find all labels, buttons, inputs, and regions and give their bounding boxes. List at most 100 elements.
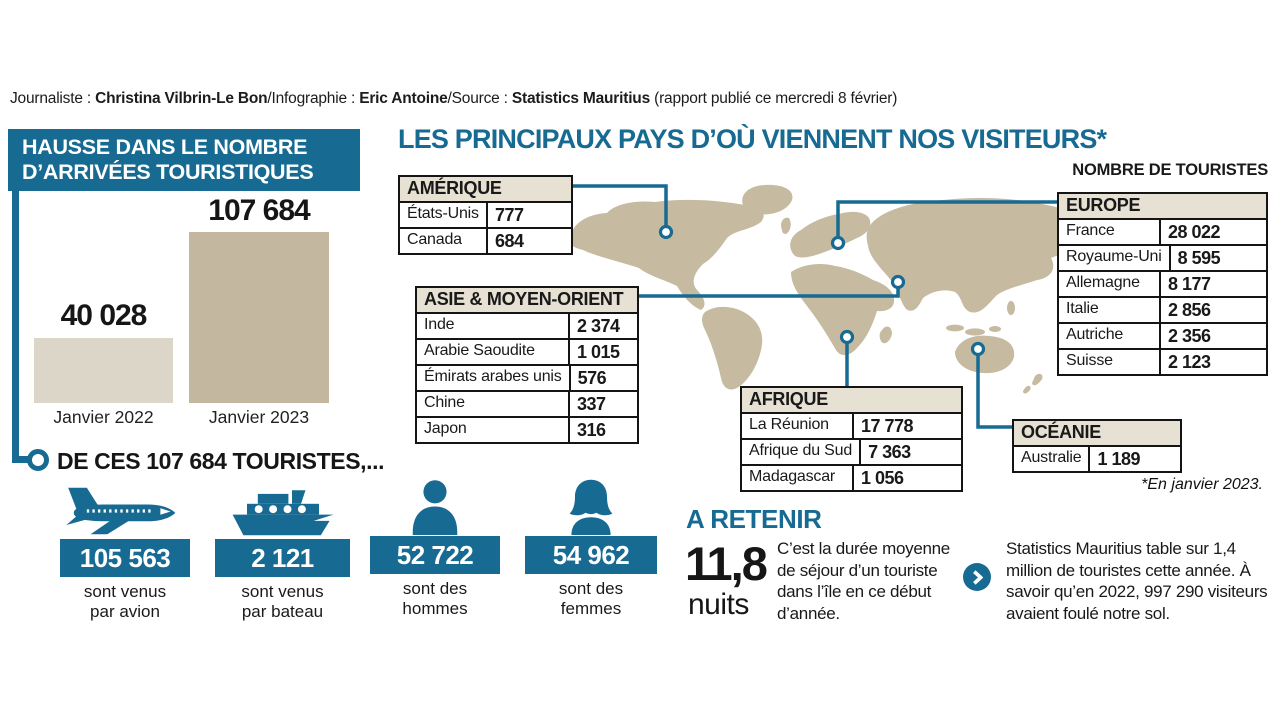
table-europe-header: EUROPE [1059, 194, 1266, 220]
country-value: 1 056 [861, 468, 904, 488]
table-row: Canada 684 [400, 229, 571, 253]
stat-label-men: sont des hommes [370, 579, 500, 618]
chevron-right-icon [963, 563, 991, 591]
main-title: LES PRINCIPAUX PAYS D’OÙ VIENNENT NOS VI… [398, 124, 1107, 154]
stat-label-line1: sont des [402, 579, 468, 598]
connector-end-circle [27, 449, 49, 471]
table-row: Arabie Saoudite 1 015 [417, 340, 637, 366]
country-value: 1 015 [577, 342, 620, 362]
table-asie-header: ASIE & MOYEN-ORIENT [417, 288, 637, 314]
table-amerique-header: AMÉRIQUE [400, 177, 571, 203]
continents [569, 184, 1090, 394]
bar-value-2023: 107 684 [208, 194, 310, 227]
stat-label-line2: par bateau [241, 601, 324, 621]
man-icon [370, 479, 500, 535]
retenir-text-left: C’est la durée moyenne de séjour d’un to… [777, 539, 950, 623]
landmass-uk [781, 217, 791, 234]
table-row: La Réunion 17 778 [742, 414, 961, 440]
table-europe: EUROPE France 28 022 Royaume-Uni 8 595 A… [1057, 192, 1268, 376]
table-oceanie: OCÉANIE Australie 1 189 [1012, 419, 1182, 473]
country-value: 2 856 [1168, 300, 1211, 320]
left-chart-title: HAUSSE DANS LE NOMBRE D’ARRIVÉES TOURIST… [8, 129, 360, 191]
country-name: France [1059, 220, 1161, 244]
country-value: 8 177 [1168, 274, 1211, 294]
country-value: 2 123 [1168, 352, 1211, 372]
map-pin-circle-oceanie [970, 341, 986, 357]
country-name: Autriche [1059, 324, 1161, 348]
landmass-asia [866, 197, 1090, 313]
landmass-new-zealand [1032, 373, 1043, 386]
footnote: *En janvier 2023. [1141, 476, 1263, 493]
map-markers [658, 224, 986, 357]
connector-europe [836, 200, 1057, 237]
country-name: Arabie Saoudite [417, 340, 570, 364]
retenir-stat-unit: nuits [688, 588, 749, 621]
stat-label-women: sont des femmes [525, 579, 657, 618]
stat-value-sea: 2 121 [215, 539, 350, 577]
stat-label-line2: femmes [560, 598, 622, 618]
bar-value-2022: 40 028 [60, 299, 148, 332]
country-name: États-Unis [400, 203, 488, 227]
bar-2023 [189, 232, 329, 403]
ship-icon [215, 482, 350, 538]
table-row: Allemagne 8 177 [1059, 272, 1266, 298]
world-map [569, 184, 1090, 429]
table-row: Inde 2 374 [417, 314, 637, 340]
stat-label-line1: sont venus [83, 582, 167, 601]
retenir-title: A RETENIR [686, 504, 822, 534]
section-subtitle: DE CES 107 684 TOURISTES,... [57, 448, 385, 474]
country-value: 17 778 [861, 416, 914, 436]
country-name: Italie [1059, 298, 1161, 322]
retenir-stat-value: 11,8 [685, 537, 768, 590]
landmass-indonesia-3 [989, 326, 1001, 332]
credit-line: Journaliste : Christina Vilbrin-Le Bon/I… [10, 90, 897, 108]
country-name: Madagascar [742, 466, 854, 490]
table-row: Émirats arabes unis 576 [417, 366, 637, 392]
credit-label-source: /Source : [447, 90, 512, 107]
plane-icon [60, 482, 190, 538]
connector-horizontal-line [12, 456, 30, 463]
connector-vertical-line [12, 191, 19, 463]
country-name: Suisse [1059, 350, 1161, 374]
table-row: États-Unis 777 [400, 203, 571, 229]
landmass-north-america [569, 199, 764, 310]
nombre-de-touristes-label: NOMBRE DE TOURISTES [1072, 161, 1268, 179]
connector-oceanie [976, 355, 1012, 429]
left-chart-title-line1: HAUSSE DANS LE NOMBRE [22, 135, 308, 159]
country-value: 316 [577, 420, 606, 440]
country-name: Canada [400, 229, 488, 253]
stat-label-air: sont venus par avion [60, 582, 190, 621]
country-value: 777 [495, 205, 524, 225]
country-value: 2 374 [577, 316, 620, 336]
country-name: Japon [417, 418, 570, 442]
credit-designer-name: Eric Antoine [359, 90, 448, 107]
stat-arrivals-sea: 2 121 sont venus par bateau [215, 482, 350, 621]
country-value: 576 [577, 368, 607, 388]
landmass-europe [790, 211, 871, 258]
map-connectors [573, 184, 1057, 429]
credit-report-note: (rapport publié ce mercredi 8 février) [650, 90, 898, 107]
country-value: 8 595 [1177, 248, 1221, 268]
bar-2022 [34, 338, 173, 403]
table-afrique: AFRIQUE La Réunion 17 778 Afrique du Sud… [740, 386, 963, 492]
landmass-indonesia-1 [946, 324, 964, 332]
table-asie: ASIE & MOYEN-ORIENT Inde 2 374 Arabie Sa… [415, 286, 639, 444]
stat-men: 52 722 sont des hommes [370, 479, 500, 618]
map-pin-circle-asie [890, 274, 906, 290]
country-value: 684 [495, 231, 524, 251]
bar-label-2022: Janvier 2022 [53, 407, 154, 427]
stat-label-line1: sont venus [241, 582, 324, 601]
bar-label-2023: Janvier 2023 [208, 407, 310, 427]
woman-icon [525, 479, 657, 535]
retenir-text-right: Statistics Mauritius table sur 1,4 milli… [1006, 539, 1268, 623]
landmass-madagascar [879, 326, 892, 344]
map-pin-circle-europe [830, 235, 846, 251]
credit-label-journaliste: Journaliste : [10, 90, 96, 107]
country-value: 1 189 [1097, 449, 1140, 469]
credit-source-name: Statistics Mauritius [511, 90, 650, 107]
stat-value-air: 105 563 [60, 539, 190, 577]
stat-label-line2: par avion [90, 601, 160, 621]
map-pin-circle-amerique [658, 224, 674, 240]
table-oceanie-header: OCÉANIE [1014, 421, 1180, 447]
